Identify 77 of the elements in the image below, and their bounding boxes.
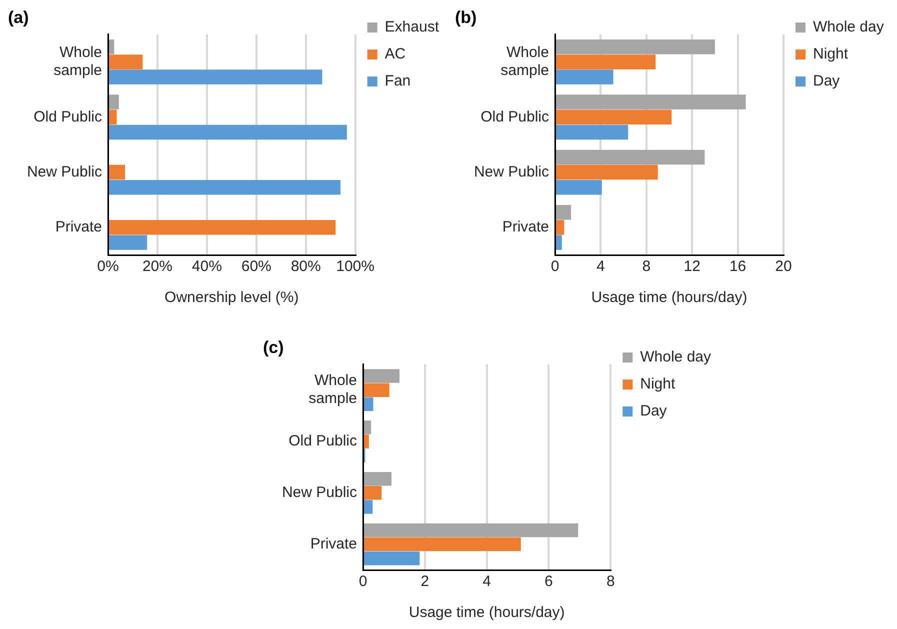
y-tick-label: Old Public: [34, 108, 102, 126]
x-tick-label: 8: [642, 258, 651, 276]
x-tick-label: 80%: [290, 258, 321, 276]
bar: [109, 110, 117, 125]
legend-label: Night: [640, 376, 676, 393]
x-tick-label: 4: [482, 573, 491, 590]
bar: [556, 220, 564, 235]
bar: [109, 164, 126, 180]
legend-label: Exhaust: [384, 18, 440, 36]
bar: [556, 235, 562, 250]
y-tick-label: Old Public: [480, 108, 550, 126]
bar: [364, 486, 382, 500]
bar: [556, 180, 602, 195]
bar: [556, 204, 571, 220]
y-tick-label: Whole sample: [500, 44, 549, 80]
y-tick-label: New Public: [26, 163, 102, 180]
legend-label: Night: [813, 46, 849, 63]
x-tick-label: 12: [684, 258, 700, 276]
bar: [364, 551, 420, 566]
bar: [364, 537, 521, 552]
bar: [364, 383, 390, 397]
bar: [364, 420, 372, 434]
legend-label: Fan: [384, 72, 411, 90]
bar: [556, 40, 715, 54]
bar: [109, 54, 143, 70]
bar: [109, 180, 340, 195]
bar: [364, 472, 392, 486]
x-tick-label: 4: [596, 258, 605, 276]
bar: [109, 220, 336, 235]
bar: [556, 110, 672, 125]
bar: [364, 500, 373, 514]
x-axis-title: Usage time (hours/day): [408, 604, 565, 622]
bar: [364, 369, 400, 383]
x-tick-label: 6: [544, 573, 553, 590]
x-tick-label: 20: [775, 258, 792, 276]
x-tick-label: 20%: [142, 258, 172, 276]
x-axis-title: Ownership level (%): [164, 289, 299, 306]
y-tick-label: Private: [502, 218, 549, 236]
x-tick-label: 2: [420, 573, 430, 590]
y-tick-label: Private: [55, 218, 102, 236]
bar: [556, 94, 746, 110]
y-tick-label: New Public: [282, 484, 358, 502]
y-tick-label: Old Public: [288, 432, 358, 450]
x-tick-label: 0: [550, 258, 560, 276]
bar: [364, 434, 369, 448]
x-tick-label: 0: [358, 573, 368, 590]
y-tick-label: Whole sample: [308, 372, 357, 408]
legend-label: Whole day: [813, 18, 884, 36]
bar: [364, 523, 578, 538]
bar: [556, 54, 656, 70]
y-tick-label: Whole sample: [54, 44, 102, 80]
bar: [556, 150, 705, 165]
legend-label: AC: [384, 46, 406, 63]
legend-label: Day: [640, 402, 668, 420]
x-tick-label: 100%: [336, 258, 374, 276]
bar: [556, 70, 614, 84]
y-tick-label: Private: [310, 535, 357, 552]
bar: [109, 235, 148, 250]
x-tick-label: 0%: [97, 258, 119, 276]
x-tick-label: 8: [606, 573, 615, 590]
x-tick-label: 40%: [192, 258, 222, 276]
x-tick-label: 16: [729, 258, 746, 276]
bar: [109, 40, 114, 54]
y-tick-label: New Public: [474, 163, 550, 180]
chart-title: (c): [263, 338, 284, 357]
x-tick-label: 60%: [241, 258, 272, 276]
legend-label: Day: [813, 72, 840, 90]
chart-title: (b): [455, 8, 477, 27]
bar: [109, 124, 347, 140]
bar: [109, 70, 322, 84]
x-axis-title: Usage time (hours/day): [591, 289, 748, 306]
legend-label: Whole day: [640, 348, 712, 366]
chart-title: (a): [8, 8, 29, 27]
bar: [556, 124, 628, 140]
bar: [364, 397, 374, 412]
bar: [109, 94, 119, 110]
bar: [556, 164, 658, 180]
